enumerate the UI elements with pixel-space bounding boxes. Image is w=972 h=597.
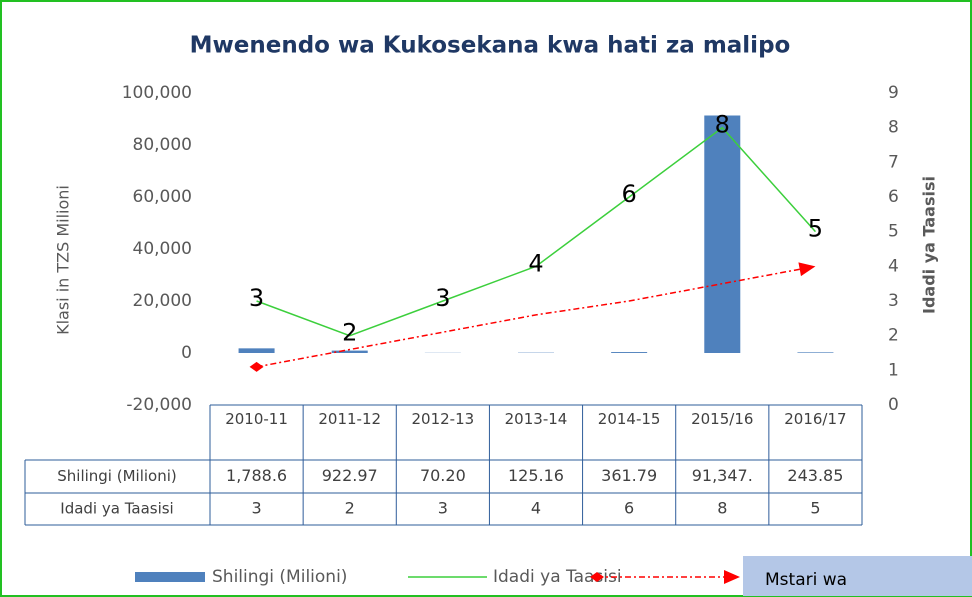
legend-highlight — [743, 556, 972, 596]
table-cell: 243.85 — [787, 466, 843, 485]
data-label: 3 — [249, 284, 264, 312]
category-label: 2012-13 — [411, 410, 475, 428]
bar — [238, 348, 275, 353]
chart-title: Mwenendo wa Kukosekana kwa hati za malip… — [190, 33, 791, 59]
data-label: 2 — [342, 319, 357, 347]
y2-tick-label: 4 — [888, 256, 899, 276]
legend-label: Idadi ya Taasisi — [493, 567, 622, 587]
table-cell: 3 — [251, 499, 261, 518]
data-label: 5 — [808, 215, 823, 243]
y-tick-label: 60,000 — [133, 187, 192, 207]
data-label: 8 — [715, 111, 730, 139]
data-label: 3 — [435, 284, 450, 312]
legend-swatch — [724, 570, 740, 584]
y-tick-label: 40,000 — [133, 239, 192, 259]
y-axis-title: Klasi in TZS Milioni — [54, 185, 73, 335]
y-tick-label: 100,000 — [122, 83, 192, 103]
table-cell: 922.97 — [322, 466, 378, 485]
table-header-cell: 2013-14 — [504, 410, 568, 428]
data-label: 6 — [622, 180, 637, 208]
y2-tick-label: 9 — [888, 83, 899, 103]
table-cell: 2 — [345, 499, 355, 518]
table-cell: 125.16 — [508, 466, 564, 485]
category-label: 2014-15 — [597, 410, 661, 428]
line — [256, 126, 816, 337]
table-row-label: Idadi ya Taasisi — [60, 500, 173, 518]
y2-tick-label: 6 — [888, 187, 899, 207]
y-tick-label: -20,000 — [126, 395, 192, 415]
table-cell: 8 — [717, 499, 727, 518]
bar — [797, 352, 834, 353]
table-cell: 6 — [624, 499, 634, 518]
y2-tick-label: 2 — [888, 326, 899, 346]
table-header-cell: 2012-13 — [411, 410, 475, 428]
category-label: 2011-12 — [318, 410, 382, 428]
y2-tick-label: 7 — [888, 152, 899, 172]
trend-line — [256, 265, 816, 368]
y-tick-label: 0 — [181, 343, 192, 363]
category-label: 2010-11 — [225, 410, 288, 428]
trend-start-marker — [249, 361, 264, 372]
category-label: 2013-14 — [504, 410, 568, 428]
table-cell: 3 — [438, 499, 448, 518]
table-header-cell: 2010-11 — [225, 410, 288, 428]
y2-tick-label: 8 — [888, 118, 899, 138]
table-header-cell: 2015/16 — [691, 410, 754, 428]
table-header-cell: 2014-15 — [597, 410, 661, 428]
y2-tick-label: 5 — [888, 222, 899, 242]
y2-axis-title: Idadi ya Taasisi — [920, 176, 939, 314]
bar — [331, 350, 368, 353]
table-cell: 91,347. — [692, 466, 753, 485]
category-label: 2016/17 — [784, 410, 847, 428]
legend-swatch — [590, 572, 604, 582]
table-header-cell: 2011-12 — [318, 410, 382, 428]
legend-label: Shilingi (Milioni) — [212, 567, 347, 587]
table-cell: 4 — [531, 499, 541, 518]
table-cell: 5 — [810, 499, 820, 518]
bar — [611, 352, 648, 353]
legend-label: Mstari wa — [765, 570, 847, 590]
y2-tick-label: 0 — [888, 395, 899, 415]
data-label: 4 — [528, 249, 543, 277]
category-label: 2015/16 — [691, 410, 754, 428]
table-cell: 1,788.6 — [226, 466, 287, 485]
y-tick-label: 20,000 — [133, 291, 192, 311]
table-cell: 361.79 — [601, 466, 657, 485]
table-cell: 70.20 — [420, 466, 466, 485]
table-header-cell: 2016/17 — [784, 410, 847, 428]
legend-swatch — [135, 572, 205, 582]
bar — [704, 115, 741, 353]
y2-tick-label: 1 — [888, 360, 899, 380]
y2-tick-label: 3 — [888, 291, 899, 311]
trend-arrowhead — [798, 262, 816, 277]
y-tick-label: 80,000 — [133, 135, 192, 155]
table-row-label: Shilingi (Milioni) — [57, 467, 177, 485]
